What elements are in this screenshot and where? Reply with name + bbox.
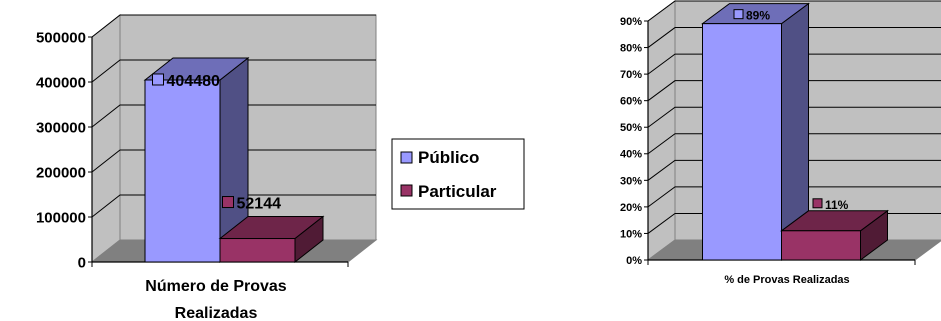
plot-side-wall — [647, 0, 676, 261]
bar-front — [702, 23, 782, 261]
bar-publico — [143, 56, 250, 264]
gridline — [91, 14, 376, 38]
bar-publico — [700, 2, 811, 261]
y-tick-label: 100000 — [36, 209, 86, 226]
legend-box — [391, 138, 525, 210]
gridline — [91, 194, 376, 218]
data-label-text: 404480 — [167, 73, 220, 90]
x-axis-title: % de Provas Realizadas — [724, 274, 849, 286]
data-label-publico: 89% — [733, 9, 770, 23]
bar-front — [781, 230, 861, 261]
legend-label-particular: Particular — [418, 182, 497, 201]
y-tick-label: 0% — [626, 255, 642, 267]
data-label-key — [152, 73, 164, 86]
data-label-key — [812, 198, 823, 209]
y-tick-label: 200000 — [36, 164, 86, 181]
gridline — [647, 186, 941, 208]
y-tick-label: 80% — [620, 43, 642, 55]
x-axis-title-line: Realizadas — [175, 305, 258, 321]
y-tick-label: 0 — [78, 254, 86, 271]
legend-swatch-particular — [400, 184, 413, 197]
gridline — [647, 80, 941, 102]
gridline — [647, 106, 941, 128]
y-tick-label: 400000 — [36, 74, 86, 91]
y-tick-label: 30% — [620, 175, 642, 187]
gridline — [647, 0, 941, 22]
y-tick-label: 70% — [620, 69, 642, 81]
chart-provas-percentual: 0% 10% 20% 30% 40% 50% 60% 70% 80% 90% 89% 11% % de … — [620, 0, 941, 286]
bar-front — [219, 238, 296, 263]
gridline — [91, 104, 376, 128]
data-label-text: 52144 — [237, 196, 282, 213]
y-tick-label: 90% — [620, 16, 642, 28]
data-label-particular: 11% — [812, 198, 849, 212]
plot-side-wall — [91, 13, 121, 264]
y-tick-label: 50% — [620, 122, 642, 134]
data-label-particular: 52144 — [222, 196, 282, 213]
y-tick-label: 500000 — [36, 29, 86, 46]
gridline — [647, 159, 941, 181]
data-label-key — [222, 196, 234, 209]
legend-label-publico: Público — [418, 148, 479, 167]
gridline — [647, 53, 941, 75]
gridline — [91, 149, 376, 173]
y-tick-label: 40% — [620, 149, 642, 161]
data-label-publico: 404480 — [152, 73, 220, 90]
data-label-text: 11% — [825, 198, 849, 212]
gridline — [647, 133, 941, 155]
data-label-text: 89% — [746, 9, 770, 23]
y-tick-label: 300000 — [36, 119, 86, 136]
bar-front — [144, 79, 221, 263]
x-axis-title-line: Número de Provas — [145, 278, 286, 295]
bar-particular — [779, 209, 890, 261]
chart-provas-numero: 0 100000 200000 300000 400000 500000 404480 521… — [36, 13, 378, 321]
gridline — [647, 27, 941, 48]
gridline — [91, 59, 376, 83]
legend: Público Particular — [391, 138, 525, 210]
y-tick-label: 20% — [620, 202, 642, 214]
data-label-key — [733, 9, 744, 20]
legend-swatch-publico — [400, 151, 413, 164]
y-tick-label: 60% — [620, 96, 642, 108]
bar-particular — [218, 215, 325, 264]
y-tick-label: 10% — [620, 228, 642, 240]
